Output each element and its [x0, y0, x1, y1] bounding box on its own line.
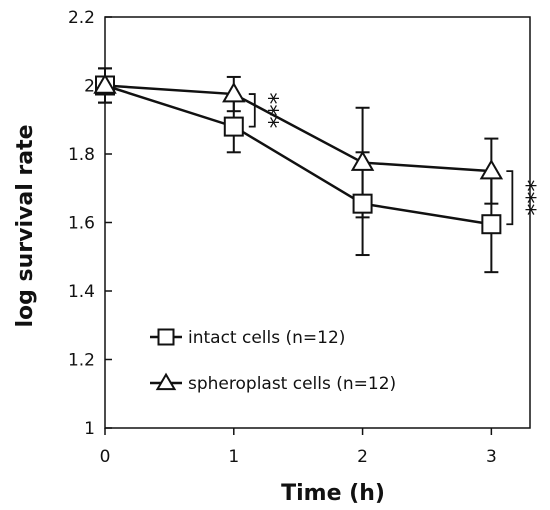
- y-tick-label: 1.4: [68, 282, 95, 302]
- x-tick-label: 1: [228, 447, 239, 467]
- x-tick-label: 2: [357, 447, 368, 467]
- y-tick-label: 2: [84, 77, 95, 97]
- legend-label-square: intact cells (n=12): [188, 328, 345, 348]
- data-point-triangle: [479, 159, 504, 180]
- y-tick-label: 2.2: [68, 8, 95, 28]
- data-point-triangle: [350, 150, 375, 171]
- legend-marker-triangle: [155, 372, 177, 391]
- y-axis-title: log survival rate: [13, 124, 38, 327]
- data-point-square: [352, 193, 373, 214]
- legend-label-triangle: spheroplast cells (n=12): [188, 374, 396, 394]
- data-point-square: [481, 214, 502, 235]
- y-tick-label: 1.8: [68, 145, 95, 165]
- series-line-square: [104, 84, 492, 226]
- y-tick-label: 1.6: [68, 214, 95, 234]
- y-tick-label: 1: [84, 419, 95, 439]
- significance-bracket: [506, 170, 514, 226]
- x-tick-label: 0: [100, 447, 111, 467]
- plot-frame: [104, 16, 531, 429]
- data-point-square: [223, 116, 244, 137]
- legend-marker-square: [157, 328, 175, 346]
- data-point-triangle: [93, 73, 117, 94]
- x-axis-title: Time (h): [281, 481, 385, 506]
- data-point-triangle: [222, 82, 246, 103]
- y-tick-label: 1.2: [68, 351, 95, 371]
- series-line-triangle: [104, 84, 492, 173]
- significance-marker: ***: [255, 92, 283, 128]
- significance-bracket: [248, 93, 256, 128]
- significance-marker: ***: [512, 180, 540, 216]
- x-tick-label: 3: [486, 447, 497, 467]
